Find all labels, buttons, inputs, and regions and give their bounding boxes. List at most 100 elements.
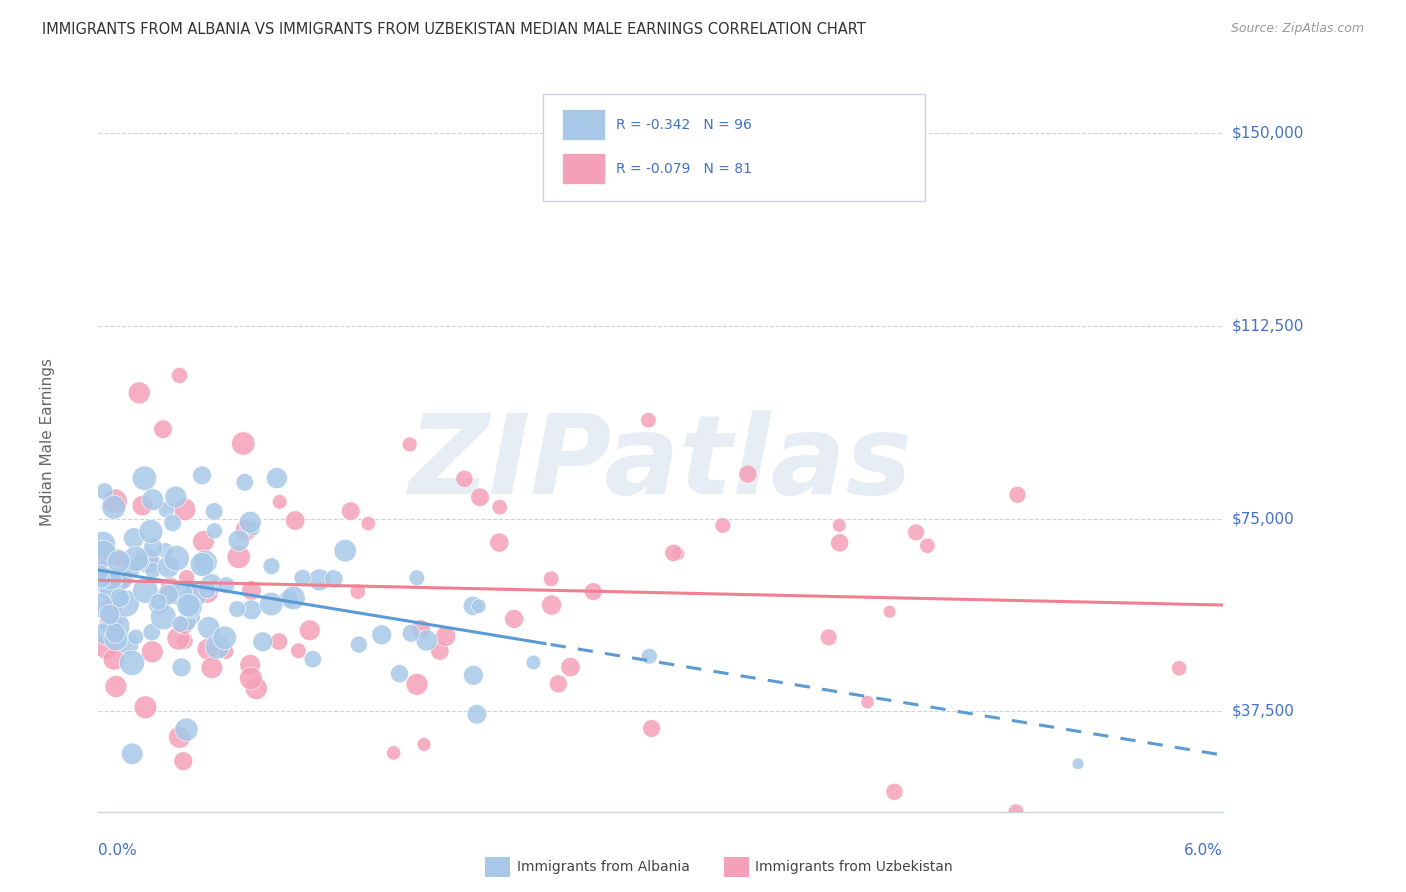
Point (240, 603, 263, 617)
Point (176, 615, 198, 629)
Point (98, 607, 121, 622)
Point (141, 625, 163, 640)
Point (157, 588, 180, 602)
Point (180, 599, 202, 614)
Point (662, 546, 685, 560)
Point (413, 738, 436, 752)
Point (91, 573, 114, 587)
Point (177, 599, 200, 613)
Point (488, 535, 510, 549)
Point (406, 677, 429, 691)
Point (522, 656, 544, 670)
Point (134, 700, 156, 714)
Point (93, 544, 115, 558)
Text: ZIPatlas: ZIPatlas (409, 410, 912, 517)
Point (165, 490, 187, 504)
Point (148, 597, 170, 611)
Point (463, 668, 485, 682)
Point (382, 746, 405, 760)
Point (193, 583, 215, 598)
Point (91, 547, 114, 561)
Point (131, 499, 153, 513)
Bar (562, 109, 605, 140)
Point (110, 573, 132, 587)
Point (195, 582, 218, 597)
Point (100, 603, 122, 617)
Point (828, 518, 851, 533)
Point (104, 494, 127, 508)
Point (93, 484, 115, 499)
Point (301, 652, 323, 666)
Point (215, 578, 238, 592)
Text: $37,500: $37,500 (1232, 704, 1295, 719)
Point (415, 633, 437, 648)
Point (202, 504, 225, 518)
Point (666, 547, 689, 561)
Point (322, 572, 344, 586)
Point (1007, 488, 1029, 502)
Point (103, 652, 125, 666)
Text: IMMIGRANTS FROM ALBANIA VS IMMIGRANTS FROM UZBEKISTAN MEDIAN MALE EARNINGS CORRE: IMMIGRANTS FROM ALBANIA VS IMMIGRANTS FR… (42, 22, 866, 37)
Point (817, 631, 839, 645)
Point (1067, 756, 1090, 771)
Point (195, 585, 218, 599)
Point (169, 586, 191, 600)
Text: $150,000: $150,000 (1232, 126, 1305, 141)
Point (108, 554, 131, 568)
Point (152, 610, 174, 624)
Point (232, 436, 254, 450)
Point (429, 644, 451, 658)
Point (157, 559, 180, 574)
Point (121, 747, 143, 761)
Point (139, 524, 162, 539)
Point (339, 504, 361, 518)
Point (96, 584, 118, 599)
Point (173, 502, 195, 516)
Point (191, 468, 214, 483)
Point (173, 634, 195, 648)
Point (201, 661, 224, 675)
Text: R = -0.079   N = 81: R = -0.079 N = 81 (616, 161, 752, 176)
Point (197, 621, 219, 635)
Text: $75,000: $75,000 (1232, 511, 1295, 526)
Point (269, 495, 291, 509)
Text: 0.0%: 0.0% (98, 843, 138, 857)
Point (100, 574, 122, 589)
Point (737, 467, 759, 481)
Point (245, 681, 267, 696)
Text: 6.0%: 6.0% (1184, 843, 1223, 857)
Point (1005, 805, 1028, 819)
Point (347, 638, 370, 652)
Point (170, 660, 193, 674)
Point (917, 539, 939, 553)
Point (283, 591, 305, 605)
Point (267, 634, 290, 648)
Point (308, 573, 330, 587)
Point (166, 551, 188, 566)
Text: Immigrants from Albania: Immigrants from Albania (517, 860, 690, 874)
Point (94, 626, 117, 640)
Point (468, 490, 491, 504)
Point (828, 536, 851, 550)
Point (142, 541, 165, 555)
Point (120, 562, 142, 576)
Point (159, 580, 181, 594)
Point (260, 559, 283, 574)
Point (239, 657, 262, 672)
Point (399, 626, 422, 640)
Point (405, 571, 427, 585)
Point (148, 595, 170, 609)
Point (128, 385, 150, 400)
Point (214, 631, 236, 645)
Point (228, 533, 250, 548)
Point (125, 630, 148, 644)
Point (242, 522, 264, 536)
Point (233, 475, 256, 490)
Point (142, 563, 165, 577)
Point (461, 599, 484, 613)
Point (287, 644, 309, 658)
Point (346, 584, 368, 599)
Point (100, 572, 122, 586)
Point (235, 523, 257, 537)
Point (409, 622, 432, 636)
